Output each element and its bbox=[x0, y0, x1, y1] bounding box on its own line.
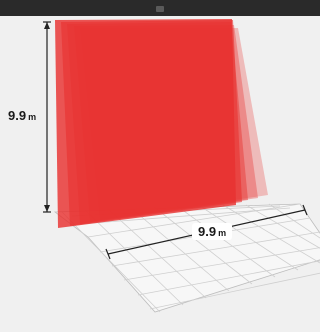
height-value: 9.9 bbox=[8, 108, 27, 123]
width-value: 9.9 bbox=[198, 224, 217, 239]
billboard-panel-front bbox=[55, 19, 236, 228]
billboard-panels bbox=[55, 19, 268, 228]
height-dimension-line bbox=[43, 21, 51, 213]
height-dimension-label: 9.9 m bbox=[8, 109, 36, 122]
width-unit: m bbox=[218, 228, 227, 238]
top-bar bbox=[0, 0, 320, 16]
top-bar-indicator bbox=[156, 6, 164, 12]
height-unit: m bbox=[28, 112, 37, 122]
width-dimension-label: 9.9 m bbox=[192, 223, 233, 240]
